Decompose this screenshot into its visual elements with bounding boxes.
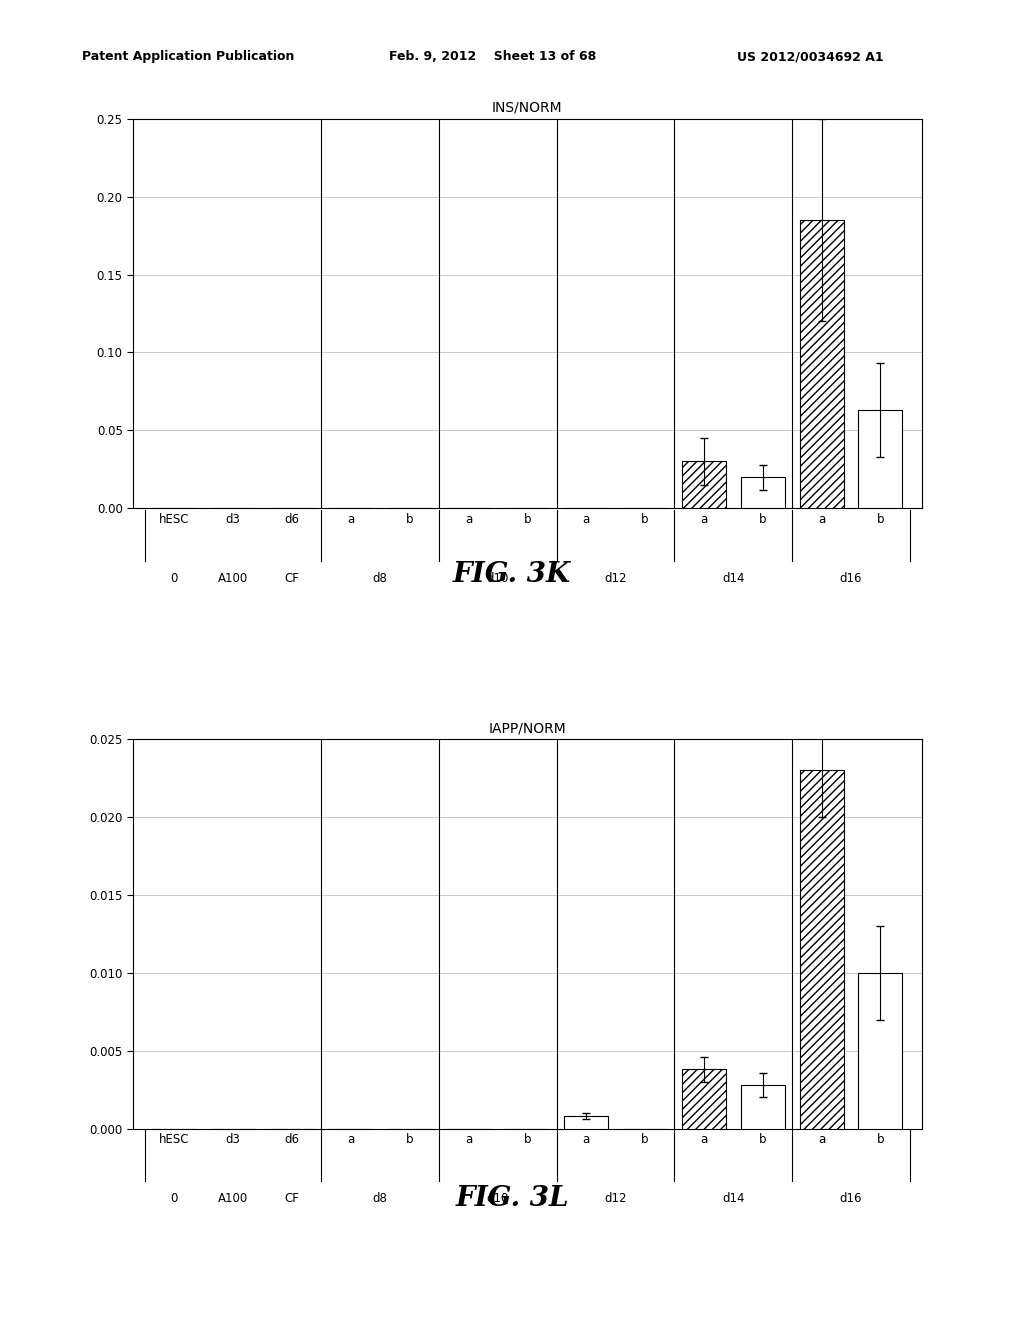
Text: FIG. 3K: FIG. 3K — [453, 561, 571, 587]
Bar — [682, 1069, 726, 1129]
Bar — [740, 477, 784, 508]
Bar — [858, 411, 902, 508]
Bar — [682, 462, 726, 508]
Text: CF: CF — [285, 1192, 299, 1205]
Bar — [858, 973, 902, 1129]
Text: Feb. 9, 2012    Sheet 13 of 68: Feb. 9, 2012 Sheet 13 of 68 — [389, 50, 596, 63]
Text: A100: A100 — [218, 1192, 248, 1205]
Text: d12: d12 — [604, 572, 627, 585]
Text: d14: d14 — [722, 1192, 744, 1205]
Text: US 2012/0034692 A1: US 2012/0034692 A1 — [737, 50, 884, 63]
Text: 0: 0 — [171, 1192, 178, 1205]
Text: d16: d16 — [840, 572, 862, 585]
Text: d8: d8 — [373, 572, 388, 585]
Text: 0: 0 — [171, 572, 178, 585]
Text: d16: d16 — [840, 1192, 862, 1205]
Text: CF: CF — [285, 572, 299, 585]
Text: d10: d10 — [486, 572, 509, 585]
Text: FIG. 3L: FIG. 3L — [456, 1185, 568, 1212]
Text: d8: d8 — [373, 1192, 388, 1205]
Text: d12: d12 — [604, 1192, 627, 1205]
Bar — [740, 1085, 784, 1129]
Title: INS/NORM: INS/NORM — [493, 100, 562, 115]
Text: d10: d10 — [486, 1192, 509, 1205]
Bar — [800, 771, 844, 1129]
Title: IAPP/NORM: IAPP/NORM — [488, 721, 566, 735]
Text: Patent Application Publication: Patent Application Publication — [82, 50, 294, 63]
Bar — [564, 1117, 608, 1129]
Text: d14: d14 — [722, 572, 744, 585]
Text: A100: A100 — [218, 572, 248, 585]
Bar — [800, 220, 844, 508]
